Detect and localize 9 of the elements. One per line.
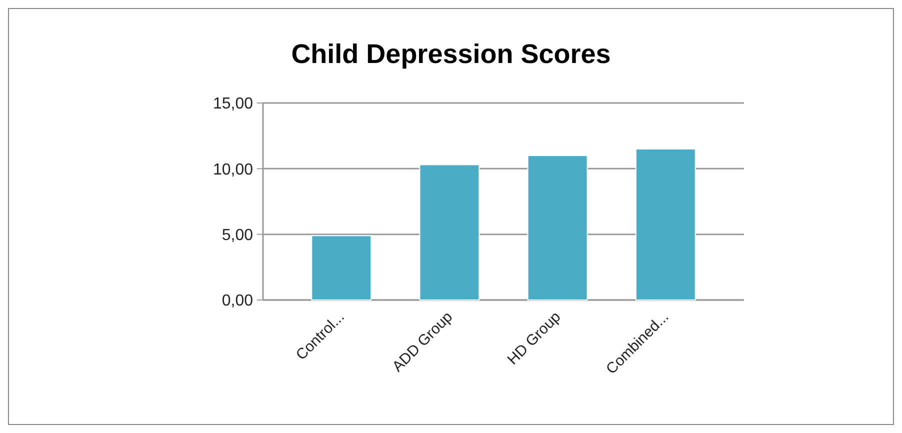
- y-tick-label: 0,00: [222, 292, 254, 310]
- bar: [311, 235, 372, 300]
- bar: [419, 164, 480, 300]
- bar: [527, 155, 588, 300]
- y-tick-label: 5,00: [222, 226, 254, 244]
- bar: [635, 148, 696, 300]
- y-tick-label: 15,00: [212, 96, 254, 113]
- chart-title: Child Depression Scores: [291, 39, 611, 69]
- y-tick-label: 10,00: [212, 161, 254, 178]
